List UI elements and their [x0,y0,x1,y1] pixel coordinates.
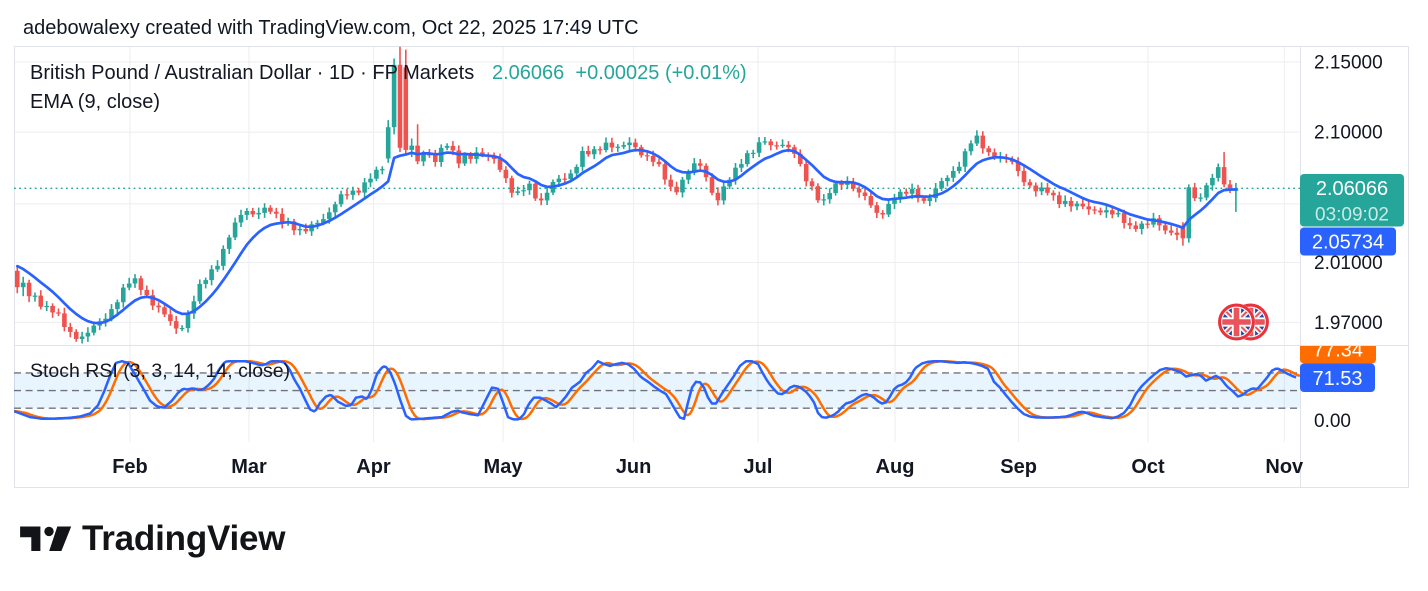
svg-text:2.06066: 2.06066 [1316,178,1388,200]
svg-text:1.97000: 1.97000 [1314,313,1383,334]
svg-text:Sep: Sep [1000,456,1037,478]
svg-text:Oct: Oct [1131,456,1165,478]
svg-text:2.15000: 2.15000 [1314,53,1383,74]
svg-text:Nov: Nov [1265,456,1304,478]
svg-text:2.10000: 2.10000 [1314,123,1383,144]
svg-text:British Pound / Australian Dol: British Pound / Australian Dollar · 1D ·… [30,62,474,84]
svg-text:adebowalexy created with Tradi: adebowalexy created with TradingView.com… [23,17,639,39]
svg-text:Aug: Aug [876,456,915,478]
svg-text:77.34: 77.34 [1313,340,1363,362]
svg-text:EMA (9, close): EMA (9, close) [30,91,160,113]
svg-text:Mar: Mar [231,456,267,478]
svg-text:2.01000: 2.01000 [1314,253,1383,274]
svg-text:TradingView: TradingView [82,519,286,558]
svg-text:Stoch RSI (3, 3, 14, 14, close: Stoch RSI (3, 3, 14, 14, close) [30,360,290,382]
svg-text:0.00: 0.00 [1314,411,1351,432]
svg-text:May: May [484,456,524,478]
svg-text:Apr: Apr [356,456,391,478]
svg-text:2.06066 +0.00025 (+0.01%): 2.06066 +0.00025 (+0.01%) [492,62,747,84]
svg-text:03:09:02: 03:09:02 [1315,205,1389,226]
svg-text:Jul: Jul [744,456,773,478]
svg-text:Jun: Jun [616,456,652,478]
svg-text:Feb: Feb [112,456,148,478]
svg-text:71.53: 71.53 [1312,368,1362,390]
svg-text:2.05734: 2.05734 [1312,232,1384,254]
